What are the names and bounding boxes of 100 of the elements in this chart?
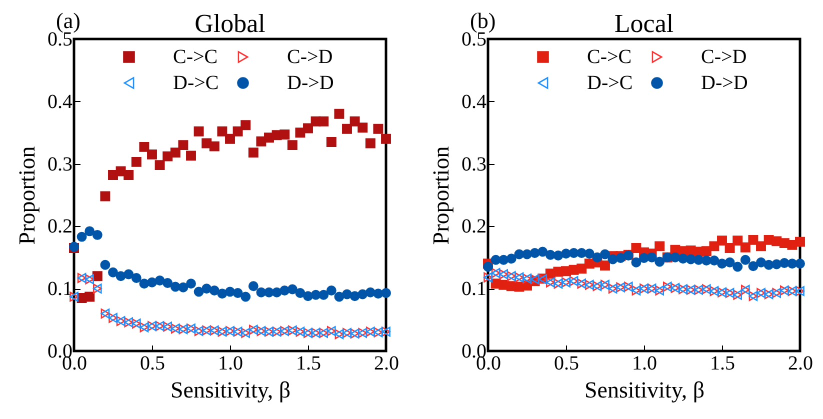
point	[373, 124, 384, 134]
x-tick-label: 0.5	[554, 352, 579, 374]
x-tick-label: 1.5	[296, 352, 321, 374]
point	[631, 243, 642, 254]
point	[756, 241, 766, 252]
point	[732, 262, 743, 272]
point	[326, 286, 336, 296]
y-axis-title: Proportion	[14, 146, 40, 245]
point	[795, 258, 805, 269]
point	[740, 242, 750, 252]
point	[608, 254, 618, 264]
x-tick-label: 1.0	[632, 352, 657, 374]
point	[76, 232, 87, 242]
point	[240, 292, 251, 302]
point	[209, 141, 220, 152]
chart-title: Local	[614, 9, 674, 38]
point	[232, 126, 243, 136]
point	[701, 256, 712, 266]
point	[342, 289, 352, 300]
point	[194, 286, 204, 297]
point	[272, 287, 282, 298]
point	[724, 257, 735, 268]
point	[756, 257, 766, 268]
y-tick-label: 0.2	[462, 216, 486, 238]
point	[217, 126, 228, 136]
point	[506, 254, 516, 264]
point	[732, 236, 743, 246]
point	[334, 108, 344, 119]
legend-label: C->C	[173, 46, 218, 68]
point	[124, 269, 134, 280]
point	[139, 142, 150, 152]
point	[178, 282, 188, 292]
x-tick-label: 0.5	[140, 352, 165, 374]
legend-label: C->D	[701, 46, 747, 68]
point	[584, 248, 594, 259]
y-tick-label: 0.4	[462, 90, 486, 113]
point	[326, 136, 336, 147]
y-tick-label: 0.3	[462, 153, 486, 176]
legend-label: D->C	[587, 72, 633, 94]
point	[248, 148, 258, 158]
point	[365, 138, 376, 148]
point	[100, 260, 110, 270]
point	[358, 289, 368, 300]
point	[84, 226, 95, 236]
point	[350, 116, 360, 126]
point	[92, 271, 102, 282]
point	[124, 170, 134, 180]
point	[381, 134, 391, 144]
point	[108, 267, 118, 278]
y-tick-label: 0.1	[462, 278, 486, 300]
point	[709, 256, 720, 266]
point	[530, 248, 540, 258]
point	[365, 287, 376, 298]
y-tick-label: 0.4	[48, 90, 72, 113]
y-axis-title: Proportion	[428, 146, 454, 245]
point	[147, 277, 157, 288]
legend-label: C->D	[287, 46, 333, 68]
x-axis-title: Sensitivity, β	[584, 378, 705, 402]
point	[217, 288, 228, 299]
point	[646, 252, 657, 262]
x-tick-label: 1.5	[710, 352, 735, 374]
point	[334, 292, 344, 302]
legend-label: D->D	[701, 72, 748, 94]
point	[131, 273, 142, 283]
point	[654, 256, 665, 267]
point	[295, 128, 306, 138]
y-tick-label: 0.3	[48, 153, 72, 176]
point	[131, 156, 142, 167]
chart-title: Global	[194, 9, 266, 38]
point	[553, 250, 564, 260]
point	[709, 241, 720, 252]
text: (b)	[470, 8, 496, 33]
point	[287, 284, 298, 294]
point	[232, 288, 243, 298]
point	[740, 254, 750, 265]
point	[748, 261, 758, 272]
point	[717, 258, 727, 269]
point	[381, 288, 391, 298]
point	[295, 288, 306, 298]
text: (a)	[56, 8, 80, 33]
x-tick-label: 2.0	[788, 352, 813, 374]
point	[654, 241, 665, 252]
point	[248, 281, 258, 292]
point	[717, 236, 727, 246]
point	[303, 123, 313, 134]
point	[100, 191, 110, 202]
legend-label: D->C	[173, 72, 219, 94]
point	[92, 230, 102, 240]
point	[116, 271, 126, 282]
point	[178, 140, 188, 150]
point	[139, 278, 150, 289]
point	[631, 257, 642, 268]
point	[240, 120, 251, 130]
point	[154, 276, 165, 286]
point	[194, 126, 204, 136]
point	[84, 292, 95, 302]
point	[303, 291, 313, 302]
point	[358, 122, 368, 133]
point	[600, 249, 610, 260]
point	[280, 286, 290, 296]
